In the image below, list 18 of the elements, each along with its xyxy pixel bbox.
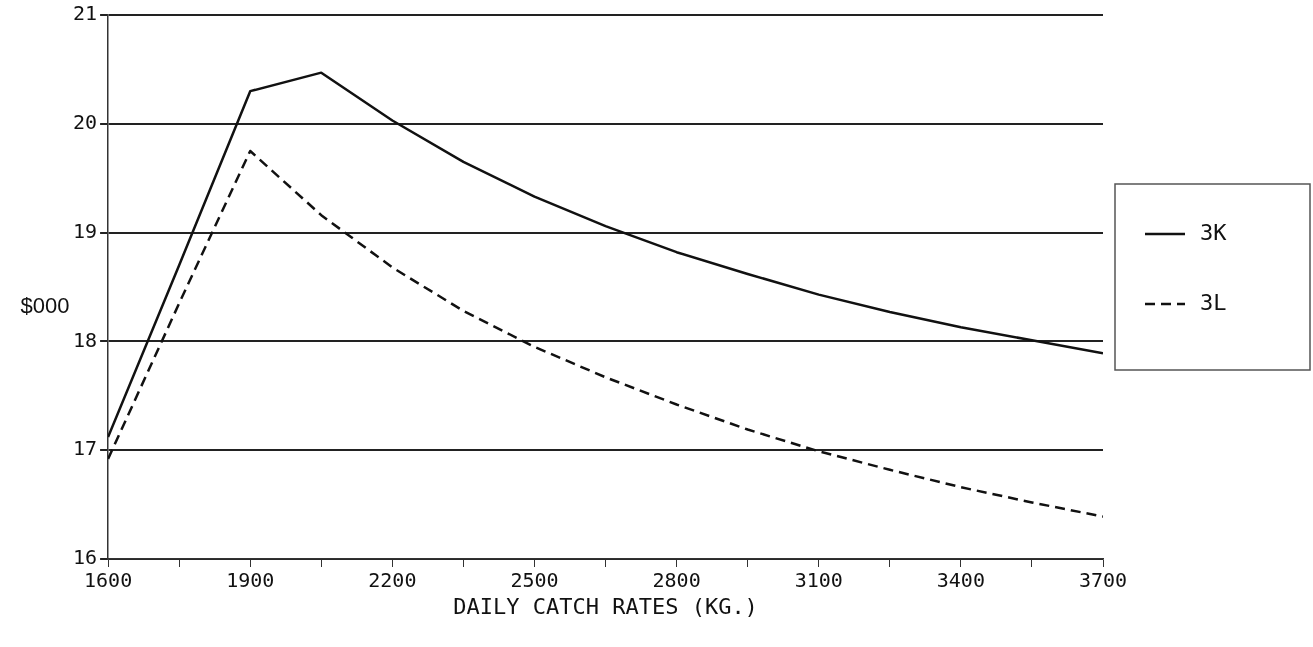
x-tick-label: 3100 [794, 568, 843, 593]
y-tick-label: 19 [72, 218, 98, 243]
x-tick-label: 1600 [84, 568, 133, 593]
x-tick-label: 2500 [510, 568, 559, 593]
x-axis-title: DAILY CATCH RATES (KG.) [453, 593, 758, 619]
y-tick-label: 16 [72, 545, 98, 570]
x-tick-label: 3700 [1078, 568, 1128, 593]
y-tick-label: 20 [72, 110, 98, 134]
y-tick-label: 21 [72, 1, 98, 26]
x-tick-label: 3400 [936, 568, 985, 593]
x-tick-label: 2200 [368, 568, 417, 593]
x-tick-label: 1900 [226, 568, 275, 593]
legend-label: 3L [1200, 289, 1227, 315]
y-tick-label: 17 [72, 436, 98, 461]
legend-label: 3K [1200, 219, 1228, 245]
y-tick-label: 18 [72, 327, 98, 352]
y-axis-title: $000 [20, 293, 70, 319]
x-tick-label: 2800 [652, 568, 701, 593]
